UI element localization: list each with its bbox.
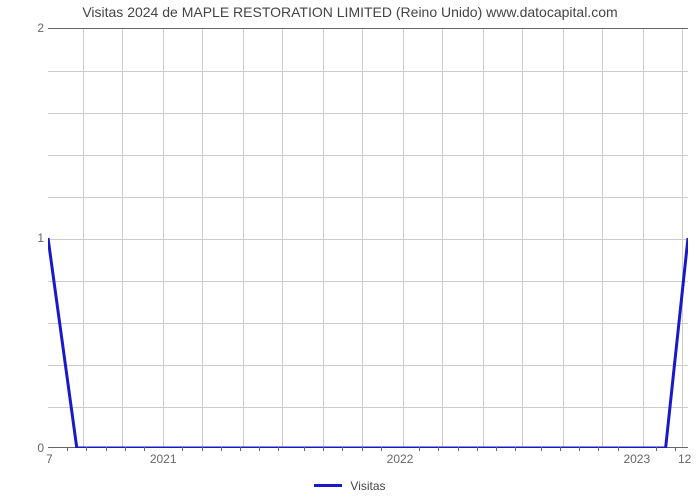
gridline-horizontal — [48, 71, 688, 72]
x-minor-tick — [240, 447, 241, 451]
x-tick-label: 2021 — [150, 452, 177, 466]
x-minor-tick — [579, 447, 580, 451]
gridline-vertical — [563, 29, 564, 447]
gridline-horizontal — [48, 155, 688, 156]
x-minor-tick — [86, 447, 87, 451]
x-minor-tick — [67, 447, 68, 451]
gridline-vertical — [323, 29, 324, 447]
x-minor-tick — [202, 447, 203, 451]
gridline-vertical — [483, 29, 484, 447]
x-minor-tick — [182, 447, 183, 451]
gridline-vertical — [403, 29, 404, 447]
x-minor-tick — [438, 447, 439, 451]
gridline-vertical — [362, 29, 363, 447]
x-tick-label: 2023 — [623, 452, 650, 466]
chart-title: Visitas 2024 de MAPLE RESTORATION LIMITE… — [0, 4, 700, 20]
gridline-vertical — [83, 29, 84, 447]
gridline-horizontal — [48, 407, 688, 408]
gridline-vertical — [643, 29, 644, 447]
gridline-vertical — [522, 29, 523, 447]
x-minor-tick — [656, 447, 657, 451]
legend-label: Visitas — [350, 479, 385, 493]
x-minor-tick — [125, 447, 126, 451]
x-right-corner-label: 12 — [678, 452, 691, 466]
y-tick-label: 1 — [4, 231, 44, 245]
gridline-horizontal — [48, 197, 688, 198]
x-minor-tick — [515, 447, 516, 451]
gridline-vertical — [442, 29, 443, 447]
x-minor-tick — [496, 447, 497, 451]
gridline-vertical — [163, 29, 164, 447]
chart-container: Visitas 2024 de MAPLE RESTORATION LIMITE… — [0, 0, 700, 500]
gridline-vertical — [122, 29, 123, 447]
x-minor-tick — [618, 447, 619, 451]
gridline-vertical — [202, 29, 203, 447]
gridline-horizontal — [48, 323, 688, 324]
gridline-horizontal — [48, 281, 688, 282]
gridline-horizontal — [48, 113, 688, 114]
x-minor-tick — [477, 447, 478, 451]
x-left-corner-label: 7 — [46, 452, 53, 466]
x-minor-tick — [304, 447, 305, 451]
legend-swatch — [314, 484, 342, 487]
x-minor-tick — [541, 447, 542, 451]
x-minor-tick — [381, 447, 382, 451]
gridline-horizontal — [48, 365, 688, 366]
x-minor-tick — [323, 447, 324, 451]
gridline-vertical — [282, 29, 283, 447]
y-tick-label: 2 — [4, 21, 44, 35]
x-minor-tick — [342, 447, 343, 451]
x-minor-tick — [362, 447, 363, 451]
x-minor-tick — [598, 447, 599, 451]
x-minor-tick — [221, 447, 222, 451]
gridline-vertical — [602, 29, 603, 447]
x-tick-label: 2022 — [387, 452, 414, 466]
plot-area — [48, 28, 688, 448]
legend: Visitas — [0, 478, 700, 493]
gridline-vertical — [682, 29, 683, 447]
x-minor-tick — [106, 447, 107, 451]
gridline-horizontal — [48, 239, 688, 240]
gridline-vertical — [243, 29, 244, 447]
x-minor-tick — [419, 447, 420, 451]
y-tick-label: 0 — [4, 441, 44, 455]
x-minor-tick — [259, 447, 260, 451]
x-minor-tick — [458, 447, 459, 451]
x-minor-tick — [675, 447, 676, 451]
x-minor-tick — [278, 447, 279, 451]
x-minor-tick — [144, 447, 145, 451]
x-minor-tick — [560, 447, 561, 451]
